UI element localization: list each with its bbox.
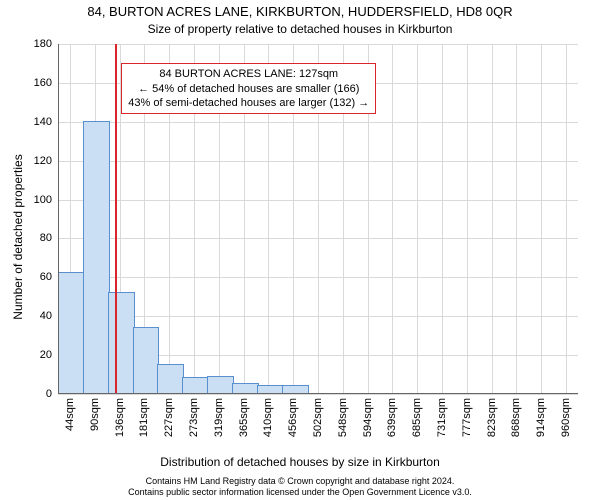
xtick-label: 181sqm <box>138 398 150 437</box>
histogram-bar <box>108 292 135 394</box>
plot-area: 02040608010012014016018044sqm90sqm136sqm… <box>58 44 578 394</box>
ytick-label: 60 <box>40 271 52 283</box>
xtick-label: 502sqm <box>312 398 324 437</box>
ytick-label: 140 <box>34 116 52 128</box>
histogram-bar <box>58 272 85 394</box>
ytick-label: 100 <box>34 194 52 206</box>
xtick-label: 90sqm <box>89 398 101 431</box>
xtick-label: 410sqm <box>262 398 274 437</box>
annotation-box: 84 BURTON ACRES LANE: 127sqm← 54% of det… <box>121 63 376 114</box>
x-axis-line <box>58 393 578 394</box>
xtick-label: 731sqm <box>436 398 448 437</box>
xtick-label: 639sqm <box>386 398 398 437</box>
annotation-line: 84 BURTON ACRES LANE: 127sqm <box>128 67 369 81</box>
xtick-label: 548sqm <box>337 398 349 437</box>
chart-container: 84, BURTON ACRES LANE, KIRKBURTON, HUDDE… <box>0 0 600 500</box>
footer-attribution: Contains HM Land Registry data © Crown c… <box>0 476 600 498</box>
gridline-v <box>492 44 493 394</box>
annotation-line: ← 54% of detached houses are smaller (16… <box>128 82 369 96</box>
xtick-label: 136sqm <box>114 398 126 437</box>
xtick-label: 273sqm <box>188 398 200 437</box>
reference-line <box>115 44 117 394</box>
ytick-label: 180 <box>34 38 52 50</box>
histogram-bar <box>182 377 209 394</box>
xtick-label: 365sqm <box>238 398 250 437</box>
xtick-label: 777sqm <box>461 398 473 437</box>
xtick-label: 868sqm <box>510 398 522 437</box>
ytick-label: 0 <box>46 388 52 400</box>
footer-line-2: Contains public sector information licen… <box>0 487 600 498</box>
y-axis-label: Number of detached properties <box>11 137 25 337</box>
ytick-label: 120 <box>34 155 52 167</box>
xtick-label: 960sqm <box>560 398 572 437</box>
y-axis-line <box>58 44 59 394</box>
xtick-label: 685sqm <box>411 398 423 437</box>
gridline-v <box>417 44 418 394</box>
gridline-v <box>541 44 542 394</box>
gridline-v <box>467 44 468 394</box>
histogram-bar <box>83 121 110 394</box>
gridline-v <box>566 44 567 394</box>
page-title: 84, BURTON ACRES LANE, KIRKBURTON, HUDDE… <box>0 4 600 19</box>
page-subtitle: Size of property relative to detached ho… <box>0 22 600 36</box>
xtick-label: 44sqm <box>64 398 76 431</box>
xtick-label: 594sqm <box>362 398 374 437</box>
histogram-bar <box>207 376 234 395</box>
xtick-label: 227sqm <box>163 398 175 437</box>
x-axis-label: Distribution of detached houses by size … <box>0 455 600 469</box>
xtick-label: 823sqm <box>486 398 498 437</box>
ytick-label: 80 <box>40 232 52 244</box>
footer-line-1: Contains HM Land Registry data © Crown c… <box>0 476 600 487</box>
ytick-label: 20 <box>40 349 52 361</box>
histogram-bar <box>133 327 160 394</box>
gridline-h <box>58 394 578 395</box>
ytick-label: 40 <box>40 310 52 322</box>
gridline-v <box>516 44 517 394</box>
ytick-label: 160 <box>34 77 52 89</box>
histogram-bar <box>157 364 184 394</box>
gridline-v <box>392 44 393 394</box>
xtick-label: 456sqm <box>287 398 299 437</box>
xtick-label: 914sqm <box>535 398 547 437</box>
gridline-v <box>442 44 443 394</box>
xtick-label: 319sqm <box>213 398 225 437</box>
annotation-line: 43% of semi-detached houses are larger (… <box>128 96 369 110</box>
